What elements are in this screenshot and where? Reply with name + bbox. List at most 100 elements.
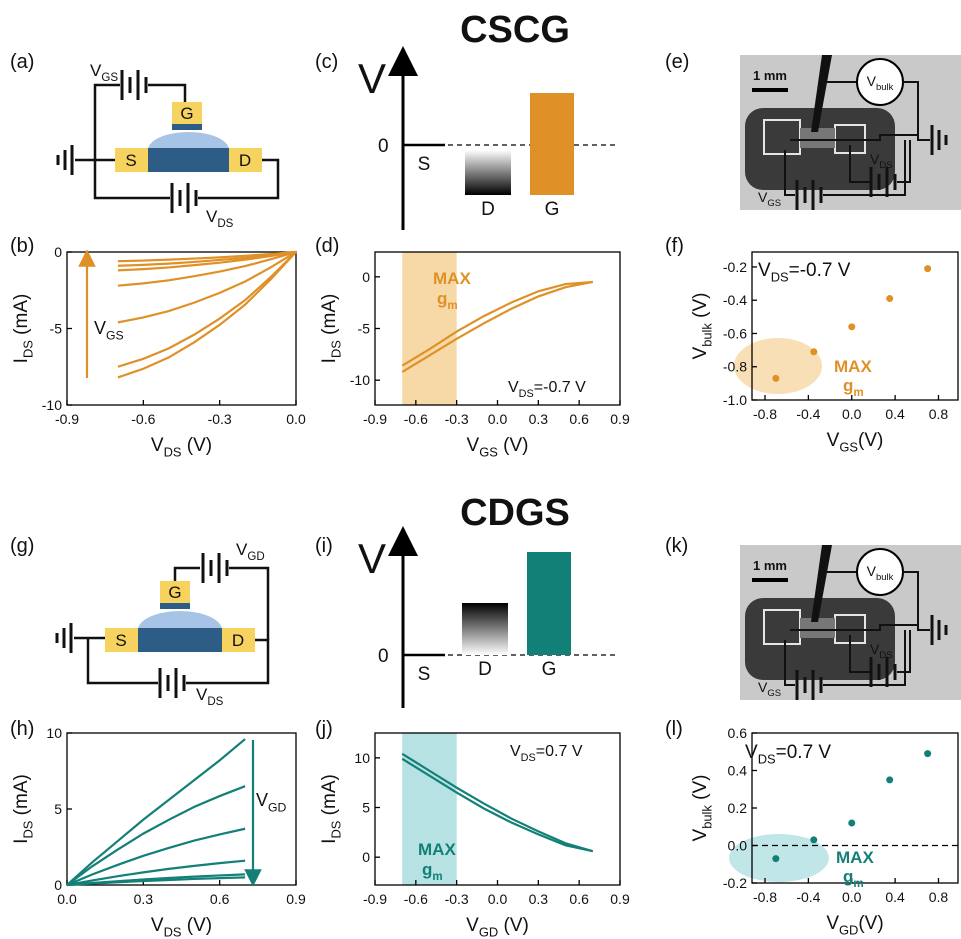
- wire: [903, 81, 930, 141]
- subscript: bulk: [876, 572, 894, 583]
- gm-label: gm: [843, 376, 864, 399]
- drain-pad: [229, 148, 262, 172]
- photo-label: VGS: [758, 189, 781, 209]
- subscript: DS: [217, 218, 233, 230]
- max-label: MAX: [418, 840, 456, 859]
- subscript: bulk: [700, 323, 715, 347]
- x-tick-label: 0.9: [286, 891, 306, 907]
- band-label: S: [418, 154, 431, 175]
- text-part: (mA): [11, 294, 32, 340]
- max-label: MAX: [836, 848, 874, 867]
- panel-label: (i): [315, 535, 333, 557]
- subscript: bulk: [700, 805, 715, 829]
- source-label: VGD: [236, 540, 265, 563]
- wire: [790, 134, 918, 141]
- text-part: V: [151, 915, 164, 936]
- subscript: DS: [329, 340, 344, 358]
- gate-bar: [527, 552, 571, 655]
- wire: [784, 150, 795, 196]
- x-tick-label: -0.9: [363, 411, 387, 427]
- y-tick-label: -10: [350, 372, 370, 388]
- panel-label: (h): [10, 718, 34, 740]
- x-tick-label: -0.3: [208, 411, 232, 427]
- curve: [66, 859, 246, 887]
- y-axis-label: IDS (mA): [11, 774, 36, 844]
- x-tick-label: 0.4: [885, 406, 905, 422]
- text-part: g: [437, 289, 447, 308]
- gm-label: gm: [422, 860, 443, 883]
- x-tick-label: 0.3: [134, 891, 154, 907]
- text-part: (mA): [319, 774, 340, 820]
- gate-strip: [172, 124, 202, 130]
- y-tick-label: -0.8: [723, 359, 747, 375]
- terminal-label: G: [168, 583, 181, 602]
- text-part: V: [466, 915, 479, 936]
- curve: [117, 250, 297, 272]
- wire: [823, 630, 906, 686]
- curve: [401, 280, 593, 367]
- text-part: V: [690, 346, 711, 359]
- y-axis-label: IDS (mA): [319, 294, 344, 364]
- text-part: V: [870, 641, 880, 657]
- subscript: GS: [839, 440, 858, 455]
- point: [810, 836, 818, 844]
- subscript: DS: [771, 270, 789, 285]
- subscript: GD: [247, 551, 264, 563]
- panel-label: (c): [315, 51, 338, 73]
- highlight-ellipse: [734, 338, 822, 394]
- wire: [86, 638, 158, 685]
- text-part: =-0.7 V: [534, 379, 586, 396]
- y-tick-label: 0.6: [728, 725, 748, 741]
- x-tick-label: -0.6: [404, 891, 428, 907]
- photo-label: VDS: [870, 641, 893, 661]
- terminal-label: S: [125, 151, 136, 170]
- panel-label: (d): [315, 235, 339, 257]
- gate-strip: [160, 603, 190, 609]
- subscript: GD: [268, 800, 287, 814]
- arrow-label: VGS: [94, 318, 124, 342]
- panel-label: (j): [315, 718, 333, 740]
- y-tick-label: 5: [362, 800, 370, 816]
- x-tick-label: 0.3: [529, 411, 549, 427]
- text-part: V: [236, 540, 248, 559]
- subscript: DS: [207, 696, 223, 708]
- text-part: (mA): [319, 294, 340, 340]
- device-body: [745, 108, 895, 190]
- condition-note: VDS=0.7 V: [745, 742, 831, 767]
- y-tick-label: -5: [50, 321, 63, 337]
- device-body: [745, 598, 895, 680]
- photo-label: VGS: [758, 679, 781, 699]
- x-axis-label: VGS(V): [827, 430, 884, 455]
- curve: [66, 738, 246, 886]
- wire: [784, 640, 795, 686]
- subscript: GS: [106, 328, 124, 342]
- terminal-label: D: [239, 151, 251, 170]
- device-channel: [800, 618, 835, 638]
- subscript: GS: [101, 72, 118, 84]
- text-part: V: [690, 828, 711, 841]
- curve: [66, 785, 246, 886]
- point: [848, 323, 856, 331]
- x-tick-label: 0.0: [286, 411, 306, 427]
- condition-note: VDS=-0.7 V: [508, 379, 586, 400]
- curve: [117, 251, 297, 379]
- subscript: DS: [329, 820, 344, 838]
- x-tick-label: -0.6: [404, 411, 428, 427]
- text-part: V: [758, 679, 768, 695]
- source-pad: [115, 148, 148, 172]
- point: [924, 265, 932, 273]
- band-label: S: [418, 664, 431, 685]
- text-part: =0.7 V: [536, 743, 583, 760]
- band-label: G: [545, 199, 560, 220]
- x-tick-label: 0.0: [842, 889, 862, 905]
- y-axis-label: Vbulk (V): [690, 775, 715, 842]
- x-tick-label: 0.4: [885, 889, 905, 905]
- x-axis-label: VDS (V): [151, 435, 212, 460]
- subscript: DS: [879, 650, 892, 661]
- wire: [229, 566, 270, 640]
- wire: [186, 638, 270, 685]
- subscript: DS: [164, 925, 182, 939]
- text-part: I: [11, 358, 32, 363]
- source-pad: [105, 628, 138, 652]
